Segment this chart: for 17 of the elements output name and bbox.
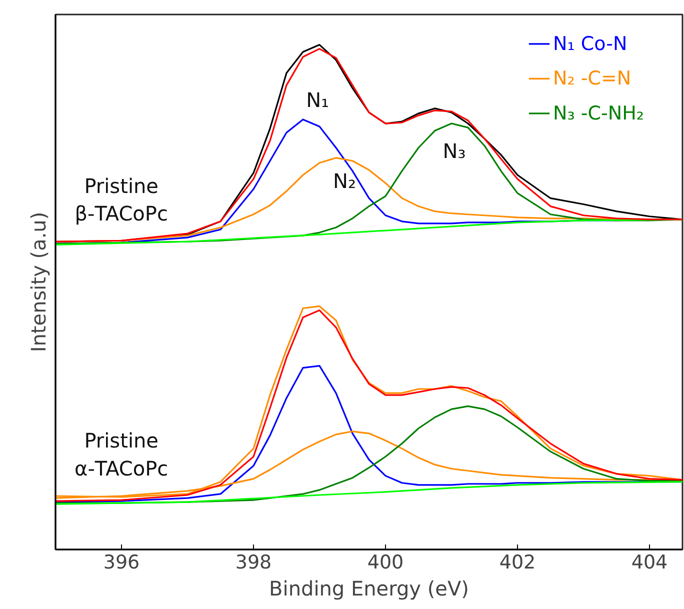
annotation: N₂ — [333, 168, 356, 193]
annotation: β-TACoPc — [74, 202, 168, 226]
annotation: Pristine — [84, 174, 158, 198]
annotation: N₃ — [442, 138, 466, 163]
legend-label: N₂ -C=N — [553, 68, 632, 90]
legend-label: N₃ -C-NH₂ — [553, 102, 644, 124]
annotation: α-TACoPc — [74, 456, 168, 481]
x-tick-label: 396 — [103, 552, 140, 574]
x-tick-label: 400 — [367, 552, 404, 574]
annotation: N₁ — [306, 88, 330, 112]
x-tick-label: 402 — [499, 552, 536, 574]
legend-label: N₁ Co-N — [553, 32, 628, 55]
x-axis-title: Binding Energy (eV) — [269, 576, 469, 600]
x-tick-label: 404 — [631, 552, 668, 574]
x-tick-label: 398 — [235, 552, 272, 574]
y-axis-title: Intensity (a.u) — [26, 212, 50, 352]
annotation: Pristine — [84, 428, 158, 452]
